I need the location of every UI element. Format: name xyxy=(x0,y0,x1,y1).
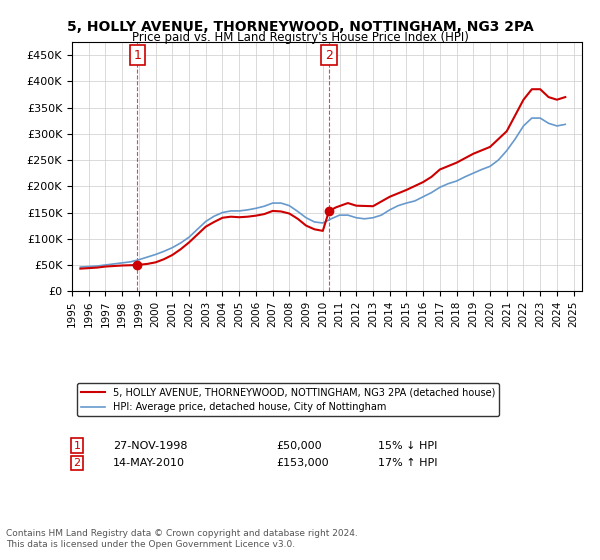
Text: 14-MAY-2010: 14-MAY-2010 xyxy=(113,458,185,468)
Text: £50,000: £50,000 xyxy=(276,441,322,451)
Text: 1: 1 xyxy=(133,49,141,62)
Text: Contains HM Land Registry data © Crown copyright and database right 2024.
This d: Contains HM Land Registry data © Crown c… xyxy=(6,529,358,549)
Text: 2: 2 xyxy=(325,49,333,62)
Text: 5, HOLLY AVENUE, THORNEYWOOD, NOTTINGHAM, NG3 2PA: 5, HOLLY AVENUE, THORNEYWOOD, NOTTINGHAM… xyxy=(67,20,533,34)
Legend: 5, HOLLY AVENUE, THORNEYWOOD, NOTTINGHAM, NG3 2PA (detached house), HPI: Average: 5, HOLLY AVENUE, THORNEYWOOD, NOTTINGHAM… xyxy=(77,383,499,416)
Text: 17% ↑ HPI: 17% ↑ HPI xyxy=(378,458,437,468)
Text: 2: 2 xyxy=(74,458,80,468)
Text: 27-NOV-1998: 27-NOV-1998 xyxy=(113,441,187,451)
Text: Price paid vs. HM Land Registry's House Price Index (HPI): Price paid vs. HM Land Registry's House … xyxy=(131,31,469,44)
Text: £153,000: £153,000 xyxy=(276,458,329,468)
Text: 1: 1 xyxy=(74,441,80,451)
Text: 15% ↓ HPI: 15% ↓ HPI xyxy=(378,441,437,451)
